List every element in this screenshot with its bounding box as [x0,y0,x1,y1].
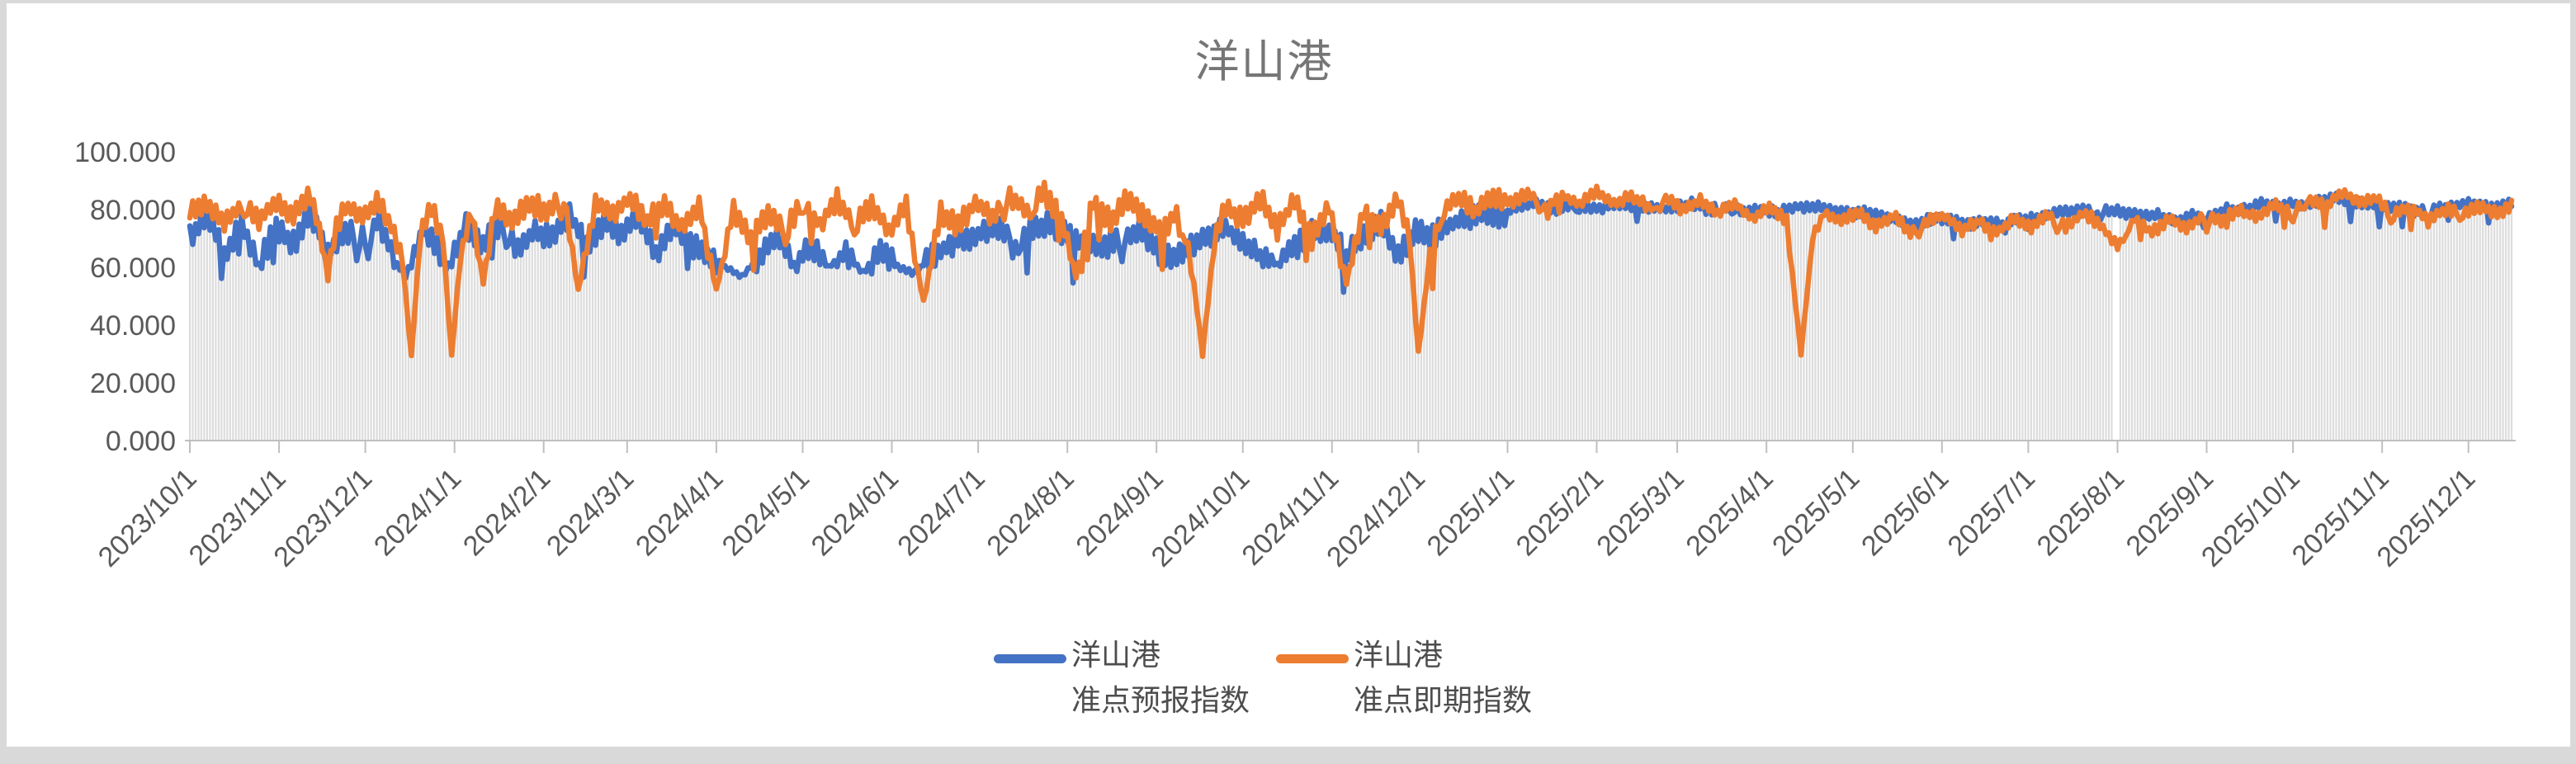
x-axis-tick-label: 2025/2/1 [1510,463,1609,562]
x-axis-tick-label: 2023/10/1 [92,463,203,573]
legend-label-line2: 准点预报指数 [1071,683,1250,717]
legend-item-forecast-index: 洋山港 准点预报指数 [994,632,1250,723]
x-axis-tick-label: 2025/4/1 [1680,463,1779,562]
x-axis-tick-label: 2024/7/1 [891,463,990,562]
y-axis-tick-label: 0.000 [106,426,176,457]
legend: 洋山港 准点预报指数 洋山港 准点即期指数 [7,632,2576,764]
legend-key-line-spot [1276,654,1349,663]
legend-label-line2: 准点即期指数 [1354,683,1533,717]
x-axis-tick-label: 2024/3/1 [541,463,640,562]
x-axis-tick-label: 2024/2/1 [457,463,556,562]
series-line-forecast-index [187,191,2515,295]
x-axis-tick-label: 2024/4/1 [630,463,729,562]
x-axis-tick-label: 2025/8/1 [2031,463,2130,562]
x-axis-tick-label: 2024/1/1 [368,463,467,562]
x-axis-tick-label: 2024/5/1 [716,463,815,562]
y-axis-tick-label: 40.000 [90,310,176,342]
legend-item-spot-index: 洋山港 准点即期指数 [1276,632,1532,723]
x-axis-tick-label: 2025/1/1 [1421,463,1520,562]
y-axis-tick-label: 20.000 [90,368,176,399]
x-axis [185,440,2516,453]
series-line-spot-index [187,179,2515,360]
legend-key-line-forecast [994,654,1066,663]
y-axis-tick-label: 80.000 [90,195,176,226]
x-axis-tick-label: 2024/6/1 [806,463,905,562]
chart-title: 洋山港 [1194,37,1334,87]
x-axis-tick-label: 2025/3/1 [1591,463,1690,562]
y-axis-labels: 0.000 20.000 40.000 60.000 80.000 100.000 [74,137,176,457]
x-axis-labels: 2023/10/12023/11/12023/12/12024/1/12024/… [92,463,2482,573]
x-axis-tick-label: 2024/8/1 [981,463,1080,562]
chart-canvas[interactable]: 洋山港 2023/10/1 2023/11/1 2023/12/1 2024/1/1 2… [7,3,2570,747]
legend-label-line1: 洋山港 [1354,638,1444,672]
x-axis-tick-label: 2025/6/1 [1855,463,1954,562]
drop-lines [188,193,2513,441]
plot-area: 2023/10/12023/11/12023/12/12024/1/12024/… [74,137,2516,573]
x-axis-tick-label: 2025/7/1 [1942,463,2041,562]
x-axis-tick-label: 2025/5/1 [1766,463,1865,562]
y-axis-tick-label: 60.000 [90,252,176,284]
y-axis-tick-label: 100.000 [74,137,176,168]
legend-label-line1: 洋山港 [1071,638,1161,672]
